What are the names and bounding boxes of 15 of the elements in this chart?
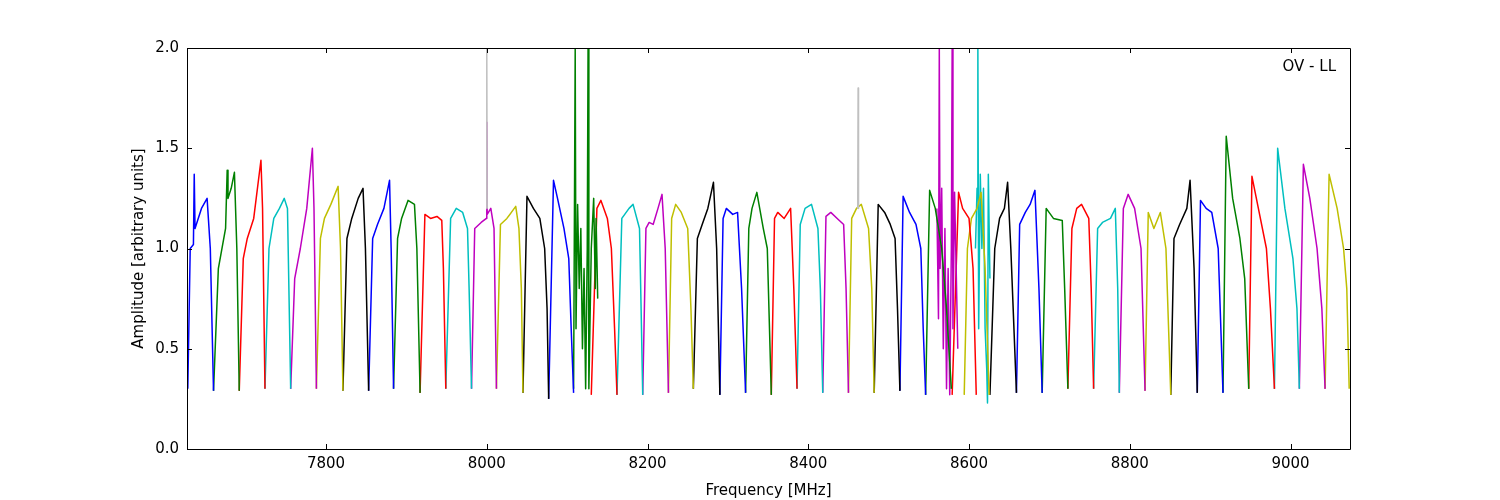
y-tick-label: 1.0 [155, 238, 179, 257]
x-tick-label: 8600 [949, 453, 989, 472]
y-tick-label: 2.0 [155, 37, 179, 56]
x-tick-label: 8000 [467, 453, 506, 472]
y-axis-title: Amplitude [arbitrary units] [128, 148, 147, 349]
x-tick-label: 8200 [628, 453, 667, 472]
x-tick-label: 8400 [789, 453, 828, 472]
x-tick-label: 9000 [1271, 453, 1310, 472]
x-axis-title: Frequency [MHz] [705, 480, 832, 499]
x-tick-label: 7800 [306, 453, 346, 472]
y-tick-label: 1.5 [155, 138, 179, 157]
annotation: OV - LL [1282, 57, 1337, 76]
x-tick-label: 8800 [1110, 453, 1149, 472]
y-tick-label: 0.0 [155, 438, 179, 457]
y-tick-label: 0.5 [155, 338, 179, 357]
